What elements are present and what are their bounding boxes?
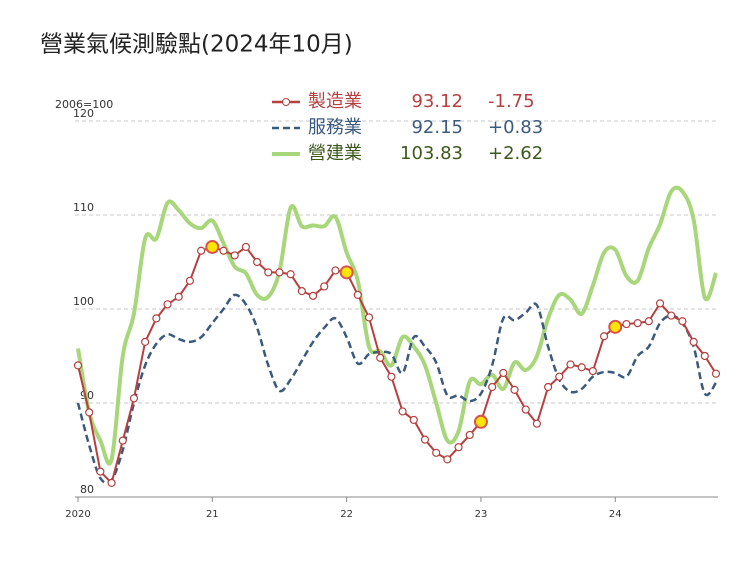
legend-change: -1.75 [488, 91, 535, 112]
marker [174, 292, 183, 301]
highlight-marker [608, 319, 623, 334]
marker [85, 408, 94, 417]
marker [432, 448, 441, 457]
marker [409, 415, 418, 425]
chart-title: 營業氣候測驗點(2024年10月) [40, 32, 353, 58]
marker [678, 317, 687, 326]
legend-change: +0.83 [488, 117, 543, 138]
marker [633, 319, 642, 328]
marker [308, 291, 318, 300]
marker [521, 405, 530, 414]
marker [96, 467, 105, 476]
marker [622, 319, 631, 329]
marker [230, 251, 239, 260]
marker [219, 246, 228, 255]
marker [376, 353, 385, 362]
series-line [76, 293, 718, 485]
legend-label: 服務業 [308, 117, 362, 138]
marker [353, 290, 362, 299]
x-tick-label: 2020 [65, 509, 90, 520]
marker [488, 382, 497, 392]
marker [689, 337, 698, 346]
series-line [76, 185, 718, 466]
marker [532, 419, 542, 428]
legend-change: +2.62 [488, 143, 543, 164]
marker [185, 276, 195, 285]
marker [700, 351, 709, 361]
marker [241, 242, 250, 252]
x-tick-label: 21 [206, 509, 219, 520]
marker [499, 368, 508, 378]
marker [264, 268, 273, 277]
marker [73, 361, 83, 370]
x-tick-label: 22 [340, 509, 353, 520]
legend-label: 製造業 [308, 91, 362, 112]
x-tick-label: 23 [475, 509, 488, 520]
marker [566, 360, 575, 369]
highlight-marker [339, 265, 354, 280]
legend-value: 92.15 [411, 117, 463, 138]
marker [711, 369, 721, 378]
marker [599, 332, 609, 341]
legend-label: 營建業 [308, 143, 362, 164]
marker [510, 385, 519, 394]
marker [152, 314, 161, 323]
marker [163, 300, 172, 309]
marker [454, 443, 463, 452]
marker [667, 311, 676, 320]
marker [443, 455, 452, 464]
marker [644, 317, 653, 326]
marker [364, 313, 374, 322]
marker [465, 430, 474, 440]
y-axis-label: 2006=100 [55, 98, 113, 111]
x-tick-label: 24 [609, 509, 622, 520]
marker [398, 407, 407, 416]
marker [420, 435, 430, 444]
y-tick-label: 80 [80, 483, 94, 496]
series-line [77, 245, 717, 484]
marker [141, 337, 150, 346]
marker [387, 372, 396, 381]
marker [655, 299, 665, 308]
marker [275, 268, 284, 277]
legend-marker [282, 98, 290, 106]
marker [107, 478, 116, 487]
highlight-marker [205, 239, 220, 254]
y-tick-label: 110 [73, 201, 94, 214]
marker [252, 257, 262, 267]
marker [129, 394, 139, 403]
marker [331, 266, 340, 275]
marker [555, 372, 564, 381]
legend-value: 93.12 [411, 91, 463, 112]
marker [320, 282, 329, 291]
y-tick-label: 120 [73, 107, 94, 120]
y-tick-label: 100 [73, 295, 94, 308]
marker [118, 436, 127, 445]
marker [577, 363, 586, 372]
marker [286, 270, 295, 279]
legend-value: 103.83 [400, 143, 463, 164]
marker [588, 366, 597, 376]
marker [197, 246, 206, 255]
highlight-marker [473, 414, 488, 429]
marker [297, 287, 306, 296]
marker [544, 382, 553, 392]
